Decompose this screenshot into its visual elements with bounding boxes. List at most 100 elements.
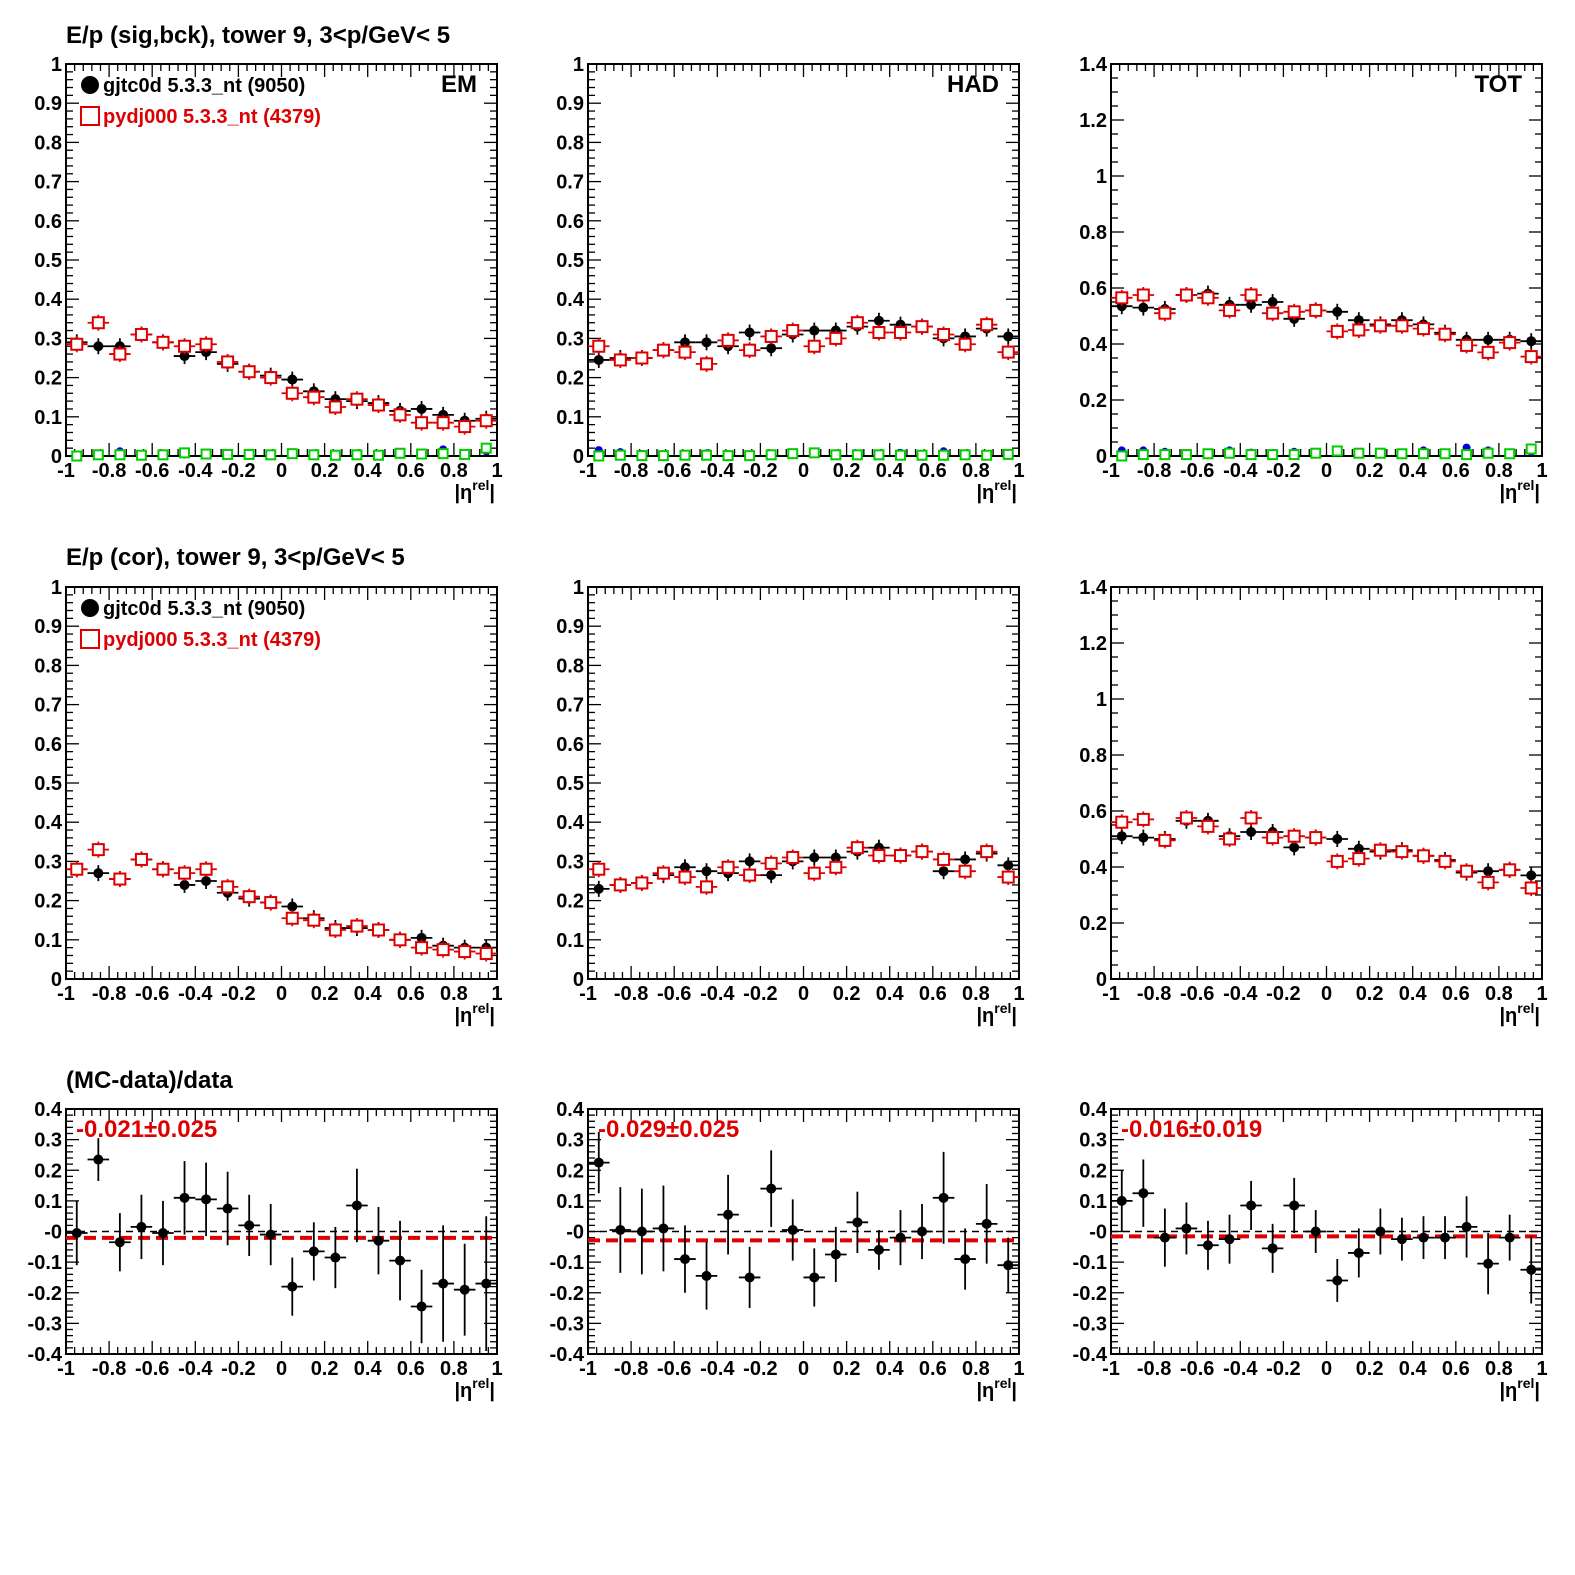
data-point [1461, 1221, 1472, 1232]
x-tick-label: 0.4 [876, 460, 905, 482]
data-point [1138, 1188, 1149, 1199]
panel-2-1: -1 -0.8 -0.6 -0.4 -0.2 0 0.2 0.4 0.6 0.8 1|ηrel|-0… [550, 1099, 1025, 1402]
legend-mc-label: pydj000 5.3.3_nt (4379) [103, 106, 321, 128]
legend-data-label: gjtc0d 5.3.3_nt (9050) [103, 598, 305, 620]
data-point [1003, 331, 1014, 342]
data-point [1332, 834, 1343, 844]
y-tick-label: 0 [51, 446, 62, 468]
mc-point [479, 414, 493, 428]
panel-0-0: -1 -0.8 -0.6 -0.4 -0.2 0 0.2 0.4 0.6 0.8 1|ηrel|00… [34, 54, 502, 504]
mc-point [1266, 831, 1280, 845]
x-tick-label: -0.4 [700, 1358, 735, 1380]
x-tick-label: 0.2 [1356, 1358, 1384, 1380]
x-axis-label-sup: rel [994, 1000, 1011, 1016]
x-axis-label-end: | [1011, 1005, 1017, 1027]
data-point [1116, 831, 1127, 842]
y-tick-label: 0.2 [1079, 913, 1107, 935]
bkg_mc-point [830, 449, 842, 461]
y-tick-label: -0.4 [1073, 1344, 1108, 1366]
x-axis-label-sup: rel [472, 477, 489, 493]
bkg_mc-point [71, 450, 83, 462]
row-title-ratio: (MC-data)/data [66, 1067, 233, 1094]
mc-point [678, 870, 692, 884]
y-tick-label: -0.2 [28, 1283, 62, 1305]
bkg_mc-point [894, 449, 906, 461]
mc-point [893, 849, 907, 863]
mc-point [1309, 303, 1323, 317]
x-tick-label: 1 [1013, 460, 1024, 482]
data-point [744, 327, 755, 338]
y-tick-label: -0.4 [550, 1344, 585, 1366]
bkg_mc-point [1417, 448, 1429, 460]
y-tick-label: 0.9 [34, 93, 62, 115]
bkg_mc-point [959, 449, 971, 461]
data-point [287, 1281, 298, 1292]
mc-point [743, 868, 757, 882]
mc-point [436, 416, 450, 430]
x-tick-label: 0.4 [354, 983, 383, 1005]
data-point [1375, 1226, 1386, 1237]
mc-point [134, 327, 148, 341]
data-point [1159, 1232, 1170, 1243]
y-tick-label: 0.1 [556, 1191, 584, 1213]
mc-point [592, 862, 606, 876]
mc-point [264, 896, 278, 910]
panel-1-0: -1 -0.8 -0.6 -0.4 -0.2 0 0.2 0.4 0.6 0.8 1|ηrel|00… [34, 577, 502, 1027]
data-point [830, 852, 841, 863]
bkg_mc-point [1310, 447, 1322, 459]
y-tick-label: 0.3 [34, 1130, 62, 1152]
mc-point [436, 943, 450, 957]
y-tick-label: 0.3 [34, 328, 62, 350]
y-tick-label: 0.3 [556, 1130, 584, 1152]
y-tick-label: 1.2 [1079, 110, 1107, 132]
y-tick-label: 0.6 [556, 734, 584, 756]
data-point [93, 1154, 104, 1165]
mc-point [328, 923, 342, 937]
mc-point [1395, 319, 1409, 333]
data-point [593, 883, 604, 894]
data-point [1332, 306, 1343, 317]
y-tick-label: 1 [1096, 689, 1107, 711]
data-point [960, 1254, 971, 1265]
x-axis-label-sup: rel [472, 1375, 489, 1391]
bkg_mc-point [765, 449, 777, 461]
x-axis-label: |ηrel| [1499, 477, 1540, 504]
x-tick-label: -1 [57, 460, 75, 482]
data-point [1138, 832, 1149, 843]
y-tick-label: 0.4 [556, 812, 585, 834]
mc-point [1416, 849, 1430, 863]
bkg_mc-point [480, 442, 492, 454]
mc-point [307, 913, 321, 927]
mc-point [393, 933, 407, 947]
y-tick-label: -0.4 [28, 1344, 63, 1366]
mc-point [850, 316, 864, 330]
y-tick-label: -0.3 [28, 1313, 62, 1335]
x-tick-label: 1 [1013, 1358, 1024, 1380]
x-tick-label: 0.2 [311, 460, 339, 482]
mc-point [829, 331, 843, 345]
mc-point [479, 947, 493, 961]
data-point [873, 315, 884, 326]
x-tick-label: -0.4 [178, 460, 213, 482]
data-point [1289, 842, 1300, 853]
panel-label: TOT [1474, 71, 1522, 98]
y-tick-label: 1 [51, 577, 62, 599]
legend-data-marker [81, 76, 99, 94]
x-tick-label: 0 [1321, 983, 1332, 1005]
bkg_mc-point [981, 449, 993, 461]
mc-point [1136, 812, 1150, 826]
data-point [766, 870, 777, 881]
x-tick-label: -0.6 [135, 460, 169, 482]
data-point [244, 1220, 255, 1231]
mc-point [850, 841, 864, 855]
mc-point [1115, 815, 1129, 829]
bkg_mc-point [179, 447, 191, 459]
bkg_mc-point [1525, 443, 1537, 455]
x-axis-label-end: | [1011, 482, 1017, 504]
mc-point [743, 343, 757, 357]
x-tick-label: -0.8 [92, 1358, 126, 1380]
x-tick-label: 0.6 [1442, 1358, 1470, 1380]
data-point [287, 374, 298, 385]
data-point [179, 879, 190, 890]
